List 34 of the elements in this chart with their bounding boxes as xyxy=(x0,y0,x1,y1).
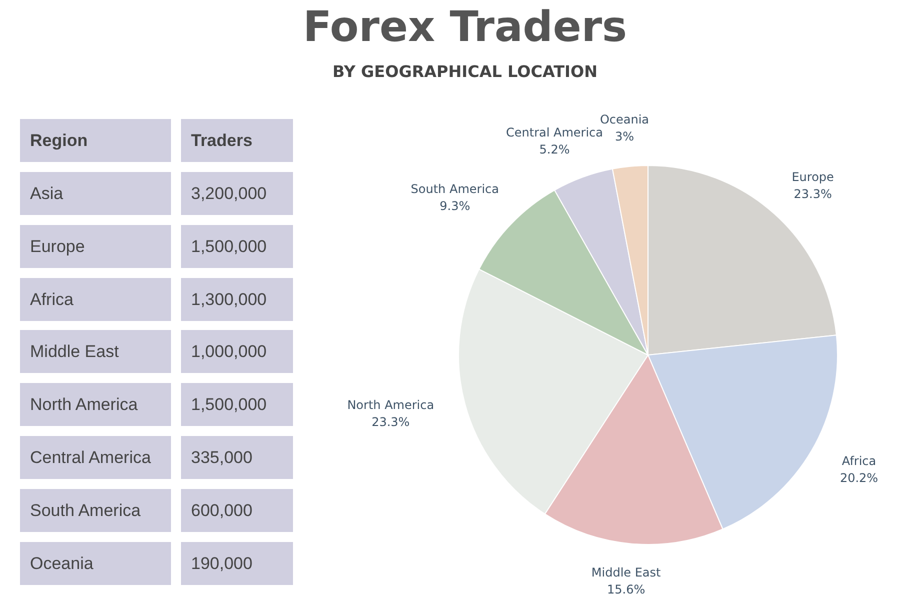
slice-label: North America xyxy=(347,398,434,412)
category-label: Europe xyxy=(20,224,171,268)
chart-title: Forex Traders xyxy=(302,2,628,51)
data-label: 5.2% xyxy=(539,142,570,157)
text: Traders xyxy=(181,119,293,162)
data-label: 190,000 xyxy=(181,542,293,585)
category-label: South America xyxy=(20,488,171,532)
chart-subtitle: BY GEOGRAPHICAL LOCATION xyxy=(332,62,598,81)
data-label: 20.2% xyxy=(840,471,878,486)
category-label: Central America xyxy=(20,436,171,479)
slice-label: Middle East xyxy=(591,566,662,580)
data-label: 9.3% xyxy=(440,199,470,214)
data-label: 3,200,000 xyxy=(181,172,293,215)
slice-label: Central America xyxy=(506,126,603,140)
category-label: Middle East xyxy=(20,330,171,374)
data-label: 1,500,000 xyxy=(181,383,293,426)
category-label: Africa xyxy=(20,278,171,321)
slice-label: Europe xyxy=(792,170,834,184)
data-label: 335,000 xyxy=(181,436,293,479)
data-label: 23.3% xyxy=(794,187,832,202)
data-label: 3% xyxy=(614,130,634,144)
slice-label: Africa xyxy=(842,454,876,468)
data-label: 1,300,000 xyxy=(181,278,293,321)
data-label: 600,000 xyxy=(181,488,293,532)
category-label: North America xyxy=(20,383,171,426)
data-label: 15.6% xyxy=(607,582,646,597)
category-label: Oceania xyxy=(20,542,171,585)
slice-label: South America xyxy=(410,182,499,196)
data-label: 23.3% xyxy=(372,415,410,430)
text: Region xyxy=(20,119,171,162)
slice-label: Oceania xyxy=(600,112,650,127)
category-label: Asia xyxy=(20,172,171,215)
data-label: 1,000,000 xyxy=(181,330,293,374)
data-label: 1,500,000 xyxy=(181,224,293,268)
